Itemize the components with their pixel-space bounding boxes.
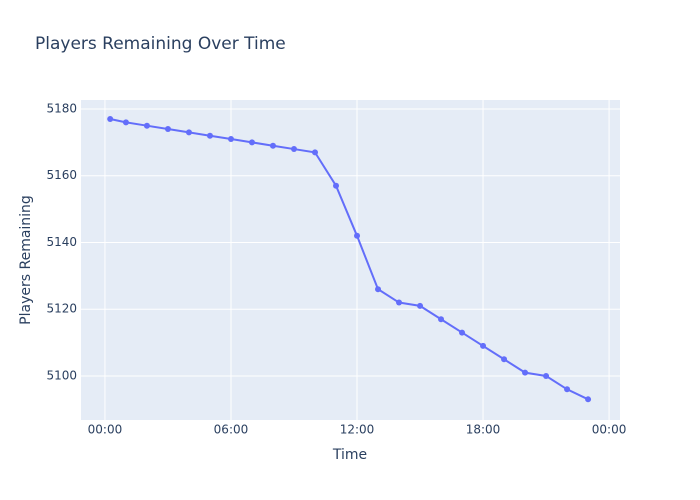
point: [290, 146, 297, 153]
point: [501, 356, 508, 363]
point: [185, 129, 192, 136]
y-axis-label: Players Remaining: [18, 195, 34, 325]
point: [417, 302, 424, 309]
point: [248, 139, 255, 146]
point: [438, 316, 445, 323]
point: [480, 342, 487, 349]
point: [206, 132, 213, 139]
point: [143, 122, 150, 129]
point: [396, 299, 403, 306]
point: [164, 126, 171, 133]
point: [227, 136, 234, 143]
x-tick-label: 12:00: [340, 423, 375, 437]
chart-title: Players Remaining Over Time: [35, 34, 286, 54]
x-tick-label: 00:00: [88, 423, 123, 437]
x-tick-label: 00:00: [592, 423, 627, 437]
y-tick-label: 5120: [46, 302, 77, 316]
point: [585, 396, 592, 403]
point: [564, 386, 571, 393]
point: [269, 142, 276, 149]
y-tick-label: 5100: [46, 368, 77, 382]
point: [333, 182, 340, 189]
point: [522, 369, 529, 376]
line: [109, 118, 589, 401]
plot-area: [81, 100, 620, 420]
x-tick-label: 06:00: [214, 423, 249, 437]
point: [459, 329, 466, 336]
point: [122, 119, 129, 126]
point: [375, 286, 382, 293]
x-axis-label: Time: [332, 447, 367, 463]
point: [107, 116, 114, 123]
point: [354, 232, 361, 239]
y-tick-label: 5140: [46, 235, 77, 249]
x-tick-label: 18:00: [466, 423, 501, 437]
y-tick-label: 5160: [46, 168, 77, 182]
point: [312, 149, 319, 156]
y-tick-label: 5180: [46, 102, 77, 116]
point: [543, 372, 550, 379]
